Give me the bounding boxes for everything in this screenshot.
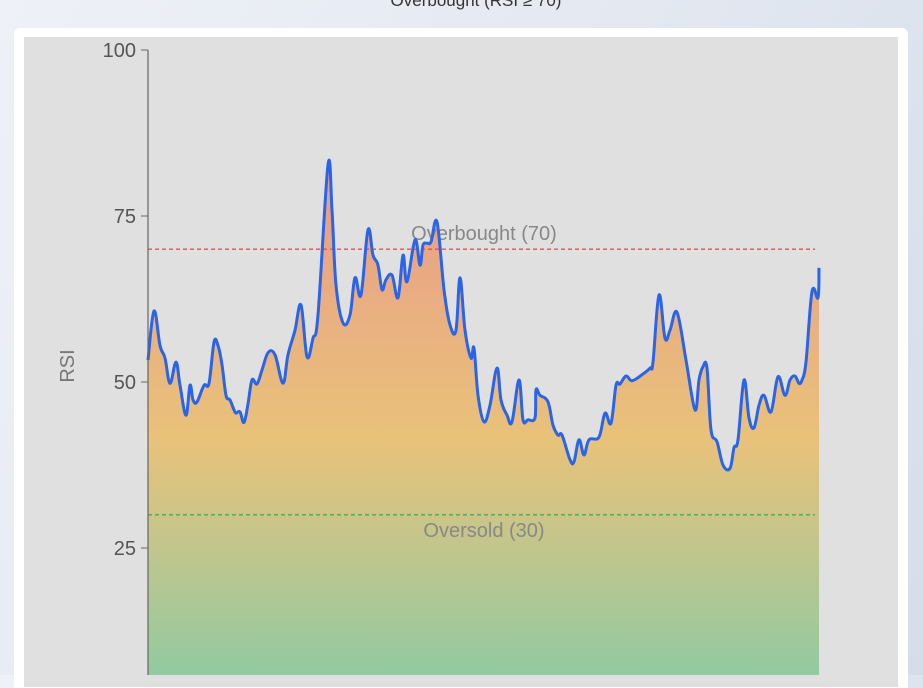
oversold-label: Oversold (30) (423, 520, 544, 542)
rsi-area-fill (148, 160, 819, 675)
y-axis-label: RSI (57, 349, 79, 382)
overbought-label: Overbought (70) (411, 223, 557, 245)
rsi-line (146, 158, 821, 472)
y-tick-label: 25 (114, 538, 136, 560)
y-tick-label: 100 (103, 40, 136, 62)
y-tick-label: 75 (114, 206, 136, 228)
y-tick-label: 50 (114, 372, 136, 394)
chart-title: Overbought (RSI ≥ 70) (390, 0, 562, 10)
